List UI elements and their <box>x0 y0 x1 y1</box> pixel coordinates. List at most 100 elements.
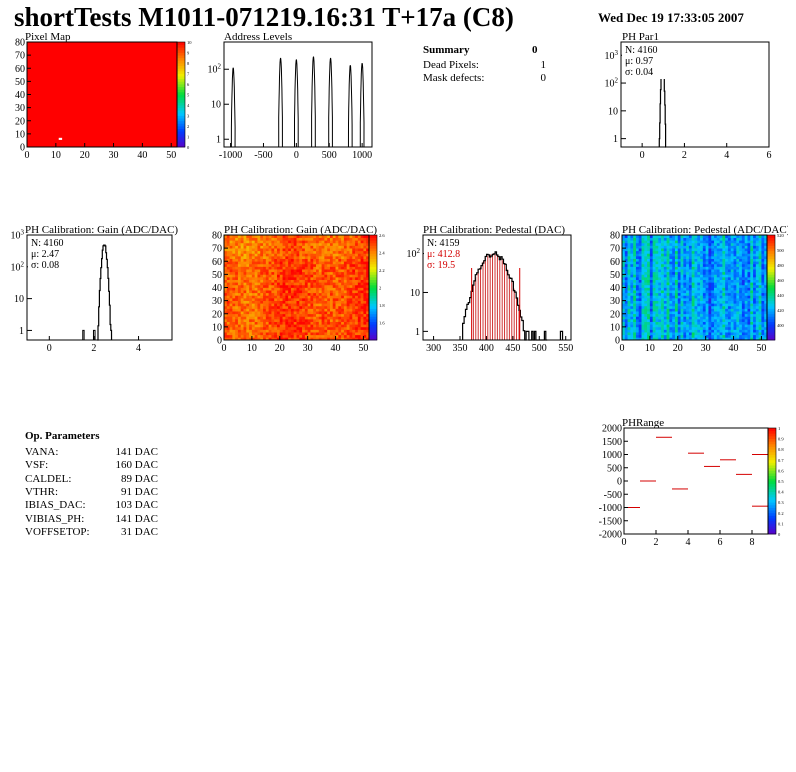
heatmap-cell <box>736 329 740 333</box>
heatmap-cell <box>332 337 336 341</box>
heatmap-cell <box>232 266 236 270</box>
heatmap-cell <box>638 326 642 330</box>
heatmap-cell <box>235 240 239 244</box>
heatmap-cell <box>235 237 239 241</box>
heatmap-cell <box>658 284 662 288</box>
heatmap-cell <box>700 263 704 267</box>
heatmap-cell <box>635 284 640 288</box>
heatmap-cell <box>360 263 364 267</box>
heatmap-cell <box>324 250 328 254</box>
tick-label: 103 <box>11 229 25 242</box>
heatmap-cell <box>761 319 765 322</box>
heatmap-cell <box>736 266 740 270</box>
heatmap-cell <box>719 274 723 278</box>
heatmap-cell <box>644 284 648 288</box>
tick-label: 30 <box>212 296 222 307</box>
colorbar-band <box>369 324 377 328</box>
heatmap-cell <box>279 266 283 270</box>
heatmap-cell <box>663 313 667 317</box>
summary-title: Summary <box>423 44 470 56</box>
heatmap-cell <box>647 311 651 315</box>
heatmap-cell <box>251 321 256 325</box>
heatmap-cell <box>753 242 757 246</box>
heatmap-cell <box>332 303 336 307</box>
heatmap-cell <box>669 337 673 341</box>
heatmap-cell <box>232 321 236 325</box>
heatmap-cell <box>702 290 707 294</box>
heatmap-cell <box>363 319 367 322</box>
heatmap-cell <box>324 295 328 299</box>
heatmap-cell <box>288 298 292 301</box>
heatmap-cell <box>649 324 654 328</box>
heatmap-cell <box>674 298 679 301</box>
heatmap-cell <box>700 305 704 309</box>
heatmap-cell <box>649 290 654 294</box>
heatmap-cell <box>758 248 762 252</box>
heatmap-cell <box>327 300 331 304</box>
heatmap-cell <box>257 277 261 280</box>
colorbar-band <box>369 298 377 302</box>
heatmap-cell <box>310 329 314 333</box>
heatmap-cell <box>274 263 278 267</box>
heatmap-cell <box>360 271 364 275</box>
heatmap-cell <box>341 240 345 244</box>
heatmap-cell <box>702 337 707 341</box>
heatmap-cell <box>327 324 331 328</box>
heatmap-cell <box>268 271 272 275</box>
heatmap-cell <box>661 263 665 267</box>
heatmap-cell <box>761 240 765 244</box>
heatmap-cell <box>279 242 283 246</box>
heatmap-cell <box>700 282 704 286</box>
heatmap-cell <box>741 266 746 270</box>
heatmap-cell <box>739 250 743 254</box>
heatmap-cell <box>363 284 367 288</box>
heatmap-cell <box>232 287 236 291</box>
heatmap-cell <box>271 303 275 307</box>
heatmap-cell <box>254 263 258 267</box>
heatmap-cell <box>271 250 275 254</box>
heatmap-cell <box>691 319 695 322</box>
heatmap-cell <box>686 269 690 273</box>
address-levels-title: Address Levels <box>224 31 293 43</box>
heatmap-cell <box>733 274 737 278</box>
heatmap-cell <box>736 282 740 286</box>
colorbar-label: 3 <box>187 114 190 119</box>
heatmap-cell <box>357 326 361 330</box>
heatmap-cell <box>346 311 350 315</box>
heatmap-cell <box>235 332 239 336</box>
heatmap-cell <box>624 282 628 286</box>
heatmap-cell <box>274 258 278 262</box>
heatmap-cell <box>327 298 331 301</box>
heatmap-cell <box>229 326 233 330</box>
heatmap-cell <box>349 282 353 286</box>
heatmap-cell <box>633 237 637 241</box>
colorbar-band <box>369 319 377 323</box>
heatmap-cell <box>341 261 345 265</box>
heatmap-cell <box>641 284 645 288</box>
heatmap-cell <box>237 282 242 286</box>
heatmap-cell <box>647 334 651 338</box>
heatmap-cell <box>357 290 361 294</box>
heatmap-cell <box>688 261 693 265</box>
heatmap-cell <box>624 319 628 322</box>
heatmap-cell <box>276 329 281 333</box>
heatmap-cell <box>635 308 640 312</box>
heatmap-cell <box>669 240 673 244</box>
heatmap-cell <box>700 240 704 244</box>
heatmap-cell <box>736 271 740 275</box>
heatmap-cell <box>313 305 317 309</box>
heatmap-cell <box>649 258 654 262</box>
heatmap-cell <box>764 324 768 328</box>
heatmap-cell <box>630 313 634 317</box>
heatmap-cell <box>758 263 762 267</box>
heatmap-cell <box>730 258 734 262</box>
heatmap-cell <box>293 313 297 317</box>
heatmap-cell <box>316 324 320 328</box>
heatmap-cell <box>321 269 325 273</box>
heatmap-cell <box>355 263 359 267</box>
heatmap-cell <box>290 279 295 283</box>
heatmap-cell <box>672 253 676 257</box>
heatmap-cell <box>293 256 297 259</box>
heatmap-cell <box>260 245 264 249</box>
heatmap-cell <box>263 308 267 312</box>
